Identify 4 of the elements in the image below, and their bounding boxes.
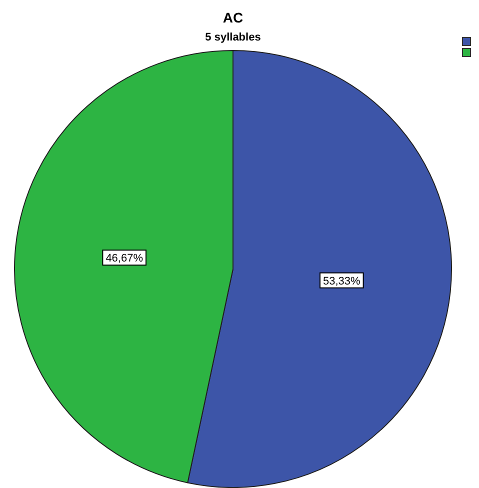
data-label: 46,67%	[106, 252, 144, 265]
chart-subtitle: 5 syllables	[205, 31, 261, 44]
data-label: 53,33%	[322, 275, 361, 288]
chart-title: AC	[222, 9, 244, 26]
